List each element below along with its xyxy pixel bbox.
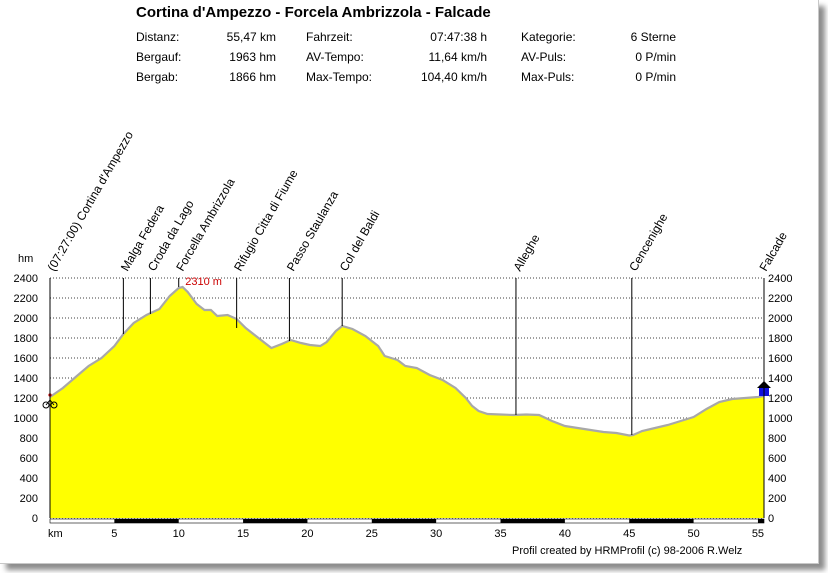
stat-value-fahrzeit: 07:47:38 h [430, 30, 487, 44]
y-tick-right-2400: 2400 [768, 273, 792, 285]
y-tick-left-800: 800 [20, 433, 38, 445]
y-tick-left-600: 600 [20, 453, 38, 465]
y-tick-right-800: 800 [768, 433, 786, 445]
stat-label-max-puls: Max-Puls: [521, 70, 575, 84]
x-tick-30: 30 [430, 528, 442, 540]
stat-value-av-tempo: 11,64 km/h [428, 50, 487, 64]
max-elevation-label: 2310 m [185, 276, 222, 288]
x-axis-band-segment [371, 519, 437, 523]
x-axis-band-segment [757, 519, 764, 523]
x-axis-band-segment [500, 519, 565, 523]
y-tick-left-0: 0 [32, 513, 38, 525]
y-tick-right-600: 600 [768, 453, 786, 465]
y-tick-right-1400: 1400 [768, 373, 792, 385]
x-tick-5: 5 [111, 528, 117, 540]
y-tick-right-1200: 1200 [768, 393, 792, 405]
x-axis-band-segment [243, 519, 308, 523]
stat-value-kategorie: 6 Sterne [630, 30, 676, 44]
y-tick-left-1600: 1600 [14, 353, 38, 365]
waypoint-label: Alleghe [510, 232, 542, 274]
x-tick-35: 35 [494, 528, 506, 540]
waypoint-label: (07:27:00) Cortina d'Ampezzo [44, 128, 136, 273]
y-tick-left-400: 400 [20, 473, 38, 485]
x-tick-10: 10 [173, 528, 185, 540]
stat-label-max-tempo: Max-Tempo: [306, 70, 373, 84]
waypoint-label: Falcade [756, 229, 790, 273]
route-title: Cortina d'Ampezzo - Forcela Ambrizzola -… [136, 4, 491, 21]
x-tick-25: 25 [366, 528, 378, 540]
waypoint-label: Col del Baldi [337, 208, 383, 273]
y-tick-left-1200: 1200 [14, 393, 38, 405]
stat-label-bergauf: Bergauf: [136, 50, 182, 64]
stat-value-bergab: 1866 hm [229, 70, 276, 84]
y-tick-left-2400: 2400 [14, 273, 38, 285]
stat-label-bergab: Bergab: [136, 70, 179, 84]
y-tick-right-1800: 1800 [768, 333, 792, 345]
x-tick-45: 45 [623, 528, 635, 540]
waypoint-label: Cencenighe [626, 211, 670, 274]
stat-label-distanz: Distanz: [136, 30, 180, 44]
stat-value-max-tempo: 104,40 km/h [420, 70, 487, 84]
x-axis-band-segment [629, 519, 694, 523]
y-tick-right-200: 200 [768, 493, 786, 505]
y-tick-left-200: 200 [20, 493, 38, 505]
stat-value-av-puls: 0 P/min [635, 50, 676, 64]
x-tick-20: 20 [301, 528, 313, 540]
bicycle-wheel [42, 401, 50, 409]
y-tick-left-1800: 1800 [14, 333, 38, 345]
y-tick-left-2200: 2200 [14, 293, 38, 305]
y-tick-right-0: 0 [768, 513, 774, 525]
x-tick-40: 40 [559, 528, 571, 540]
elevation-outline [49, 285, 765, 437]
y-tick-left-1400: 1400 [14, 373, 38, 385]
credit-text: Profil created by HRMProfil (c) 98-2006 … [512, 545, 743, 557]
stat-label-kategorie: Kategorie: [521, 30, 576, 44]
waypoint-label: Passo Staulanza [284, 188, 341, 273]
x-tick-50: 50 [687, 528, 699, 540]
x-axis-band-segment [114, 519, 179, 523]
y-tick-right-400: 400 [768, 473, 786, 485]
stat-label-av-puls: AV-Puls: [521, 50, 567, 64]
profile-frame: Cortina d'Ampezzo - Forcela Ambrizzola -… [0, 0, 819, 564]
elevation-area [50, 287, 764, 518]
bicycle-wheel [50, 401, 58, 409]
stat-value-distanz: 55,47 km [226, 30, 276, 44]
x-axis-label: km [48, 528, 63, 540]
stat-value-bergauf: 1963 hm [229, 50, 276, 64]
y-tick-right-1600: 1600 [768, 353, 792, 365]
y-axis-label: hm [18, 253, 33, 265]
y-tick-left-1000: 1000 [14, 413, 38, 425]
y-tick-left-2000: 2000 [14, 313, 38, 325]
stat-label-fahrzeit: Fahrzeit: [306, 30, 353, 44]
y-tick-right-2000: 2000 [768, 313, 792, 325]
stat-value-max-puls: 0 P/min [635, 70, 676, 84]
x-tick-15: 15 [237, 528, 249, 540]
y-tick-right-2200: 2200 [768, 293, 792, 305]
stat-label-av-tempo: AV-Tempo: [306, 50, 364, 64]
y-tick-right-1000: 1000 [768, 413, 792, 425]
x-tick-55: 55 [752, 528, 764, 540]
